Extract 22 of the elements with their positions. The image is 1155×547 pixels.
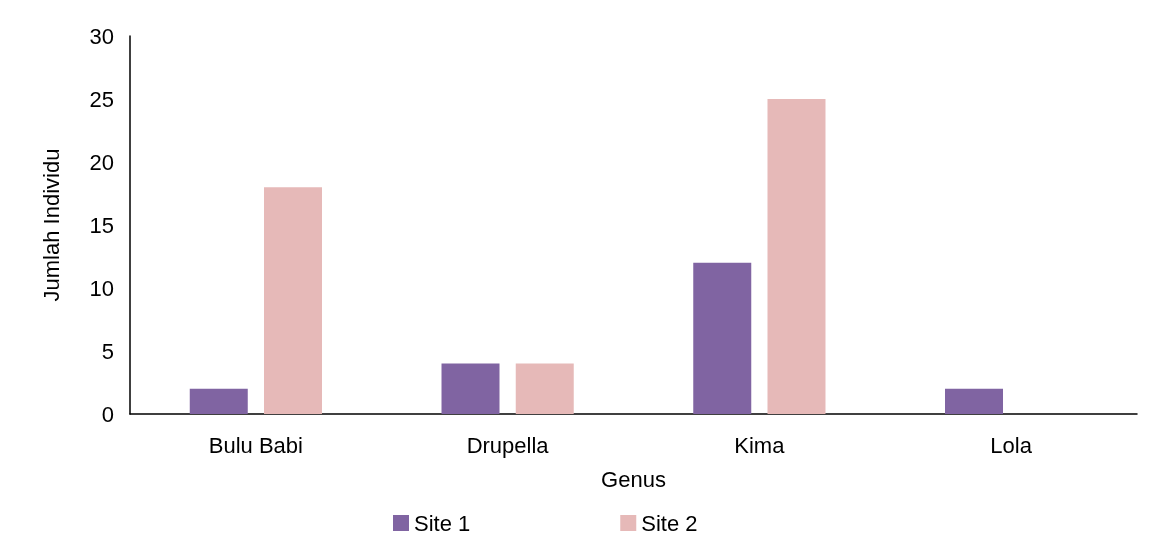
y-tick-label: 30 [89,23,114,49]
bar [264,187,322,414]
bar [441,363,500,414]
y-axis-title: Jumlah Individu [38,148,64,302]
bar [767,99,826,414]
legend-label: Site 1 [414,510,471,536]
bar [693,262,752,414]
x-tick-label: Kima [734,432,786,458]
x-tick-label: Bulu Babi [208,432,303,458]
y-tick-label: 25 [89,86,114,112]
x-axis-title: Genus [601,466,666,492]
bar [945,388,1004,414]
bar [515,363,574,414]
y-tick-label: 5 [101,338,114,364]
bar [189,388,248,414]
legend-label: Site 2 [641,510,698,536]
y-tick-label: 0 [101,401,114,427]
x-tick-label: Lola [990,432,1033,458]
y-tick-label: 15 [89,212,114,238]
x-tick-label: Drupella [466,432,550,458]
y-tick-label: 10 [89,275,114,301]
y-tick-label: 20 [89,149,114,175]
